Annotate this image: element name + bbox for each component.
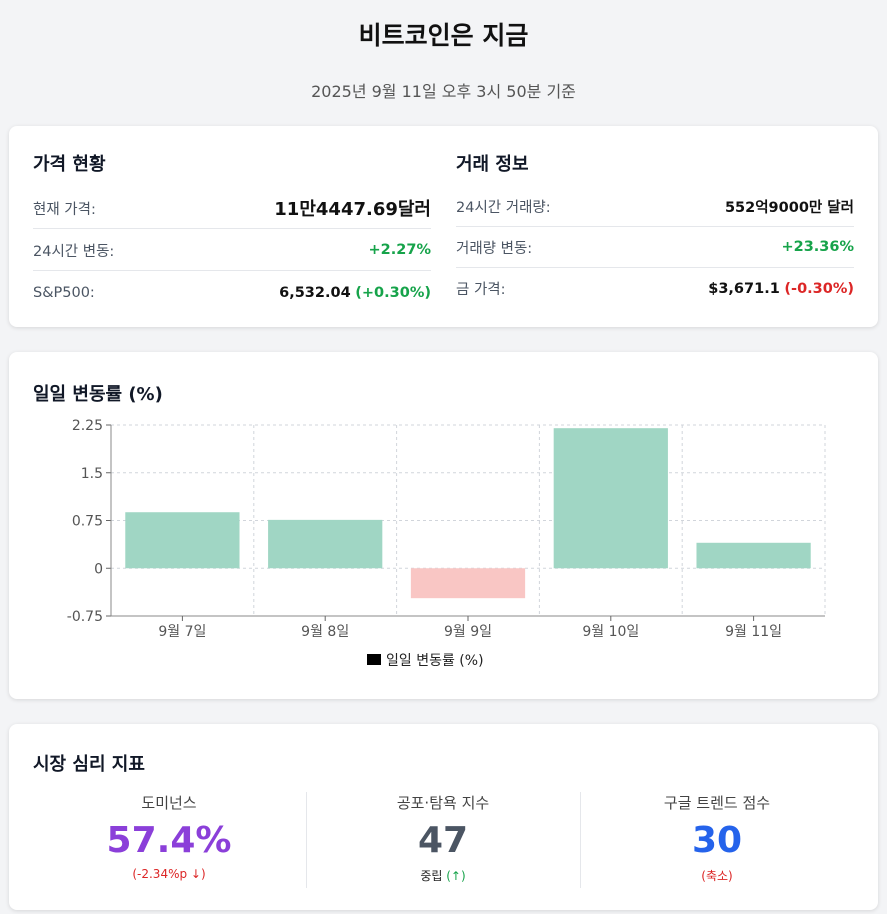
volume-change-value: +23.36% [781,239,854,255]
y-tick-label: 0 [94,561,103,577]
google-trends-label: 구글 트렌드 점수 [663,794,771,812]
volume-change-label: 거래량 변동: [456,240,533,257]
current-price-label: 현재 가격: [33,201,96,218]
chart-card: 일일 변동률 (%) 2.25 1.5 0.75 0 -0.75 9월 7일 9월 8일 9월… [9,352,878,699]
y-tick-label: -0.75 [67,609,103,625]
google-trends-change: (축소) [701,869,733,883]
current-price-row: 현재 가격: 11만4447.69달러 [33,188,431,229]
sp500-label: S&P500: [33,284,95,301]
dominance-value: 57.4% [106,820,232,861]
fear-greed-status-text: 중립 [420,869,443,883]
sp500-row: S&P500: 6,532.04 (+0.30%) [33,272,431,313]
fear-greed-status: 중립 (↑) [307,867,579,884]
gold-price-row: 금 가격: $3,671.1 (-0.30%) [456,268,854,309]
info-card: 가격 현황 현재 가격: 11만4447.69달러 24시간 변동: +2.27… [9,126,878,327]
x-tick-label: 9월 10일 [582,624,639,640]
x-tick-label: 9월 9일 [444,624,492,640]
google-trends-value: 30 [691,820,743,861]
sp500-change: (+0.30%) [355,284,431,301]
daily-change-chart: 2.25 1.5 0.75 0 -0.75 9월 7일 9월 8일 9월 9일 9월 10일 9월… [67,418,826,669]
y-tick-label: 2.25 [72,418,103,434]
trade-info-title: 거래 정보 [456,154,529,175]
sp500-values: 6,532.04 (+0.30%) [279,285,431,301]
fear-greed-arrow: (↑) [446,869,466,883]
page-subtitle: 2025년 9월 11일 오후 3시 50분 기준 [311,82,576,101]
change-24h-row: 24시간 변동: +2.27% [33,230,431,271]
x-tick-label: 9월 8일 [301,624,349,640]
sentiment-card: 시장 심리 지표 도미넌스 57.4% (-2.34%p ↓) 공포·탐욕 지수… [9,724,878,910]
bar [553,428,668,569]
page-title: 비트코인은 지금 [358,21,529,50]
y-tick-label: 0.75 [72,514,103,530]
bar [696,542,811,569]
dominance-label: 도미넌스 [141,794,197,812]
gold-price-change: (-0.30%) [784,280,854,297]
legend-swatch [367,654,381,665]
bar [410,568,526,599]
gold-price-value: $3,671.1 [708,280,780,297]
gold-price-label: 금 가격: [456,282,506,298]
sp500-value: 6,532.04 [279,284,351,301]
metric-divider [306,792,307,888]
y-tick-label: 1.5 [81,466,103,482]
metric-divider [580,792,581,888]
bar [125,512,240,569]
x-tick-label: 9월 7일 [158,624,206,640]
fear-greed-metric: 공포·탐욕 지수 47 중립 (↑) [307,792,579,888]
current-price-value: 11만4447.69달러 [274,199,431,220]
fear-greed-label: 공포·탐욕 지수 [396,794,490,812]
bar [268,519,383,569]
change-24h-label: 24시간 변동: [33,243,115,260]
volume-24h-row: 24시간 거래량: 552억9000만 달러 [456,186,854,227]
fear-greed-value: 47 [417,820,469,861]
chart-title: 일일 변동률 (%) [33,384,163,405]
sentiment-title: 시장 심리 지표 [33,754,145,775]
x-tick-label: 9월 11일 [725,624,782,640]
legend-label: 일일 변동률 (%) [386,653,484,669]
volume-change-row: 거래량 변동: +23.36% [456,227,854,268]
volume-24h-label: 24시간 거래량: [456,199,551,216]
dominance-metric: 도미넌스 57.4% (-2.34%p ↓) [33,792,305,888]
volume-24h-value: 552억9000만 달러 [724,199,854,216]
dominance-change: (-2.34%p ↓) [132,867,206,881]
price-status-title: 가격 현황 [33,154,106,175]
google-trends-metric: 구글 트렌드 점수 30 (축소) [581,792,853,888]
change-24h-value: +2.27% [368,242,431,258]
gold-price-values: $3,671.1 (-0.30%) [708,281,854,297]
